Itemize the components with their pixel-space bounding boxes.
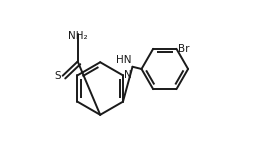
Text: Br: Br — [178, 44, 189, 54]
Text: N: N — [124, 70, 132, 80]
Text: NH₂: NH₂ — [68, 31, 88, 41]
Text: HN: HN — [116, 55, 132, 65]
Text: S: S — [55, 71, 61, 81]
